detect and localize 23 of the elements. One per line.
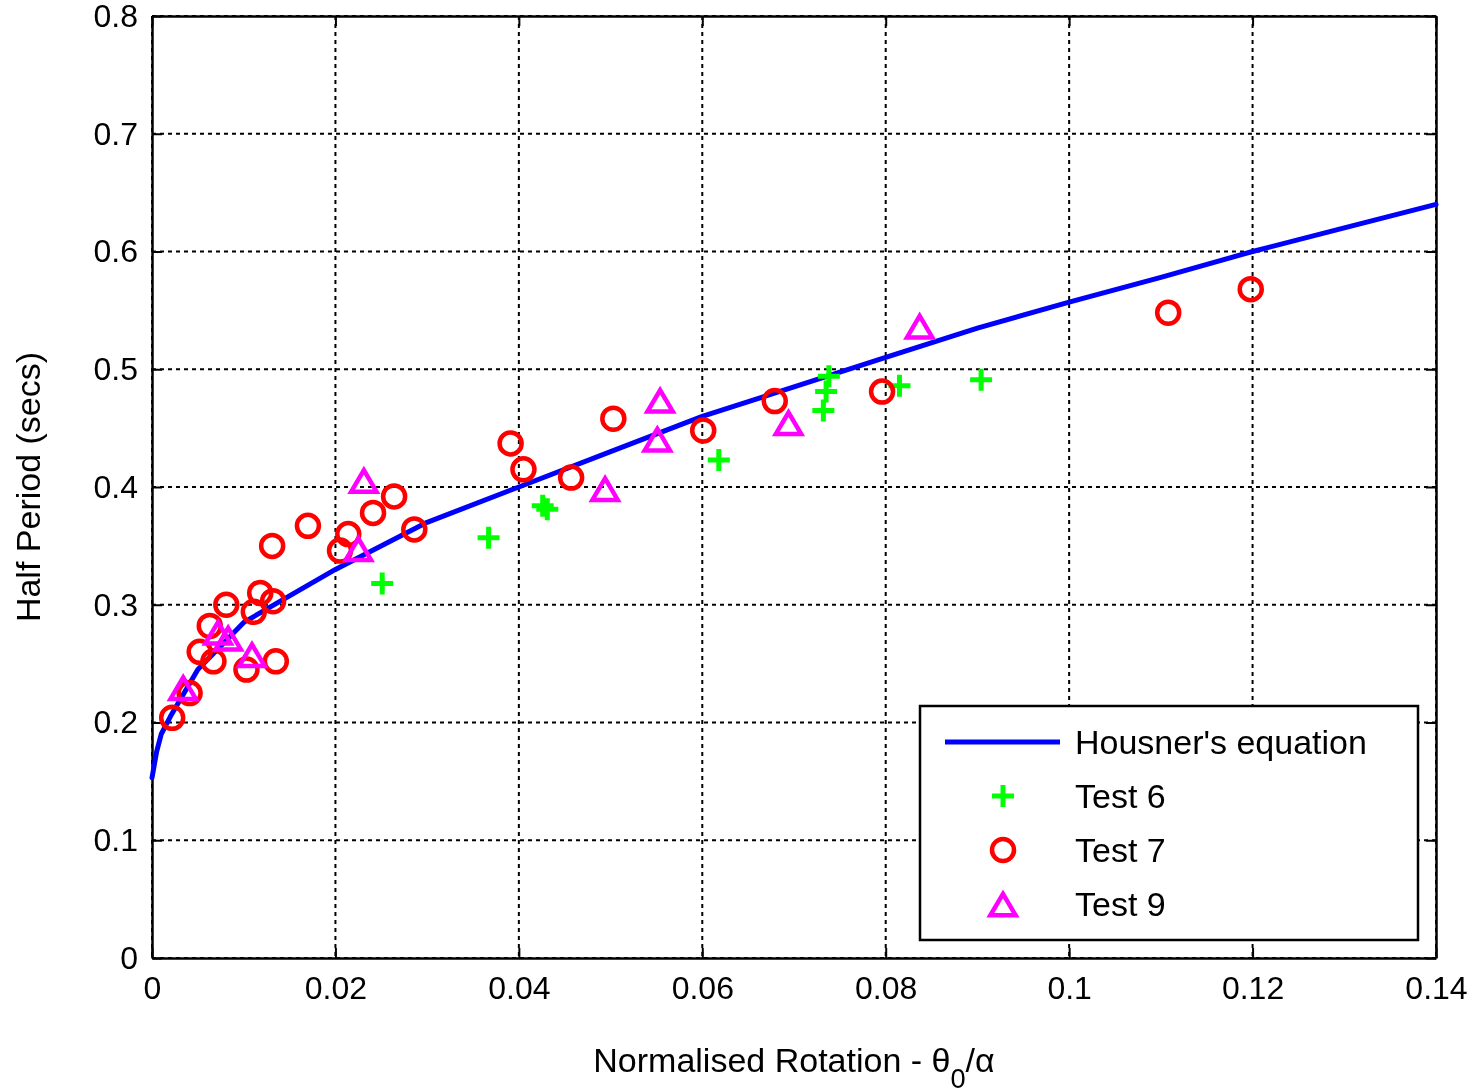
legend-label: Housner's equation	[1075, 723, 1367, 761]
y-tick-label: 0.2	[93, 704, 138, 741]
y-axis-title: Half Period (secs)	[9, 351, 47, 623]
y-tick-label: 0.1	[93, 821, 138, 858]
x-tick-label: 0.06	[671, 969, 734, 1006]
x-tick-label: 0.08	[855, 969, 918, 1006]
y-tick-label: 0.6	[93, 233, 138, 270]
x-tick-label: 0	[143, 969, 162, 1006]
y-tick-label: 0.4	[93, 468, 138, 505]
x-tick-label: 0.04	[488, 969, 551, 1006]
y-tick-label: 0	[120, 939, 138, 976]
x-tick-label: 0.1	[1047, 969, 1092, 1006]
y-tick-label: 0.7	[93, 115, 138, 152]
x-tick-label: 0.14	[1405, 969, 1468, 1006]
x-tick-label: 0.12	[1221, 969, 1285, 1006]
legend-label: Test 7	[1075, 831, 1166, 869]
x-tick-label: 0.02	[304, 969, 368, 1006]
x-axis-title: Normalised Rotation - θ$_{0}$/α	[593, 1041, 995, 1088]
legend-label: Test 6	[1075, 777, 1166, 815]
y-tick-label: 0.3	[93, 586, 138, 623]
legend-label: Test 9	[1075, 885, 1166, 923]
y-tick-label: 0.5	[93, 350, 138, 387]
y-tick-label: 0.8	[93, 0, 138, 34]
